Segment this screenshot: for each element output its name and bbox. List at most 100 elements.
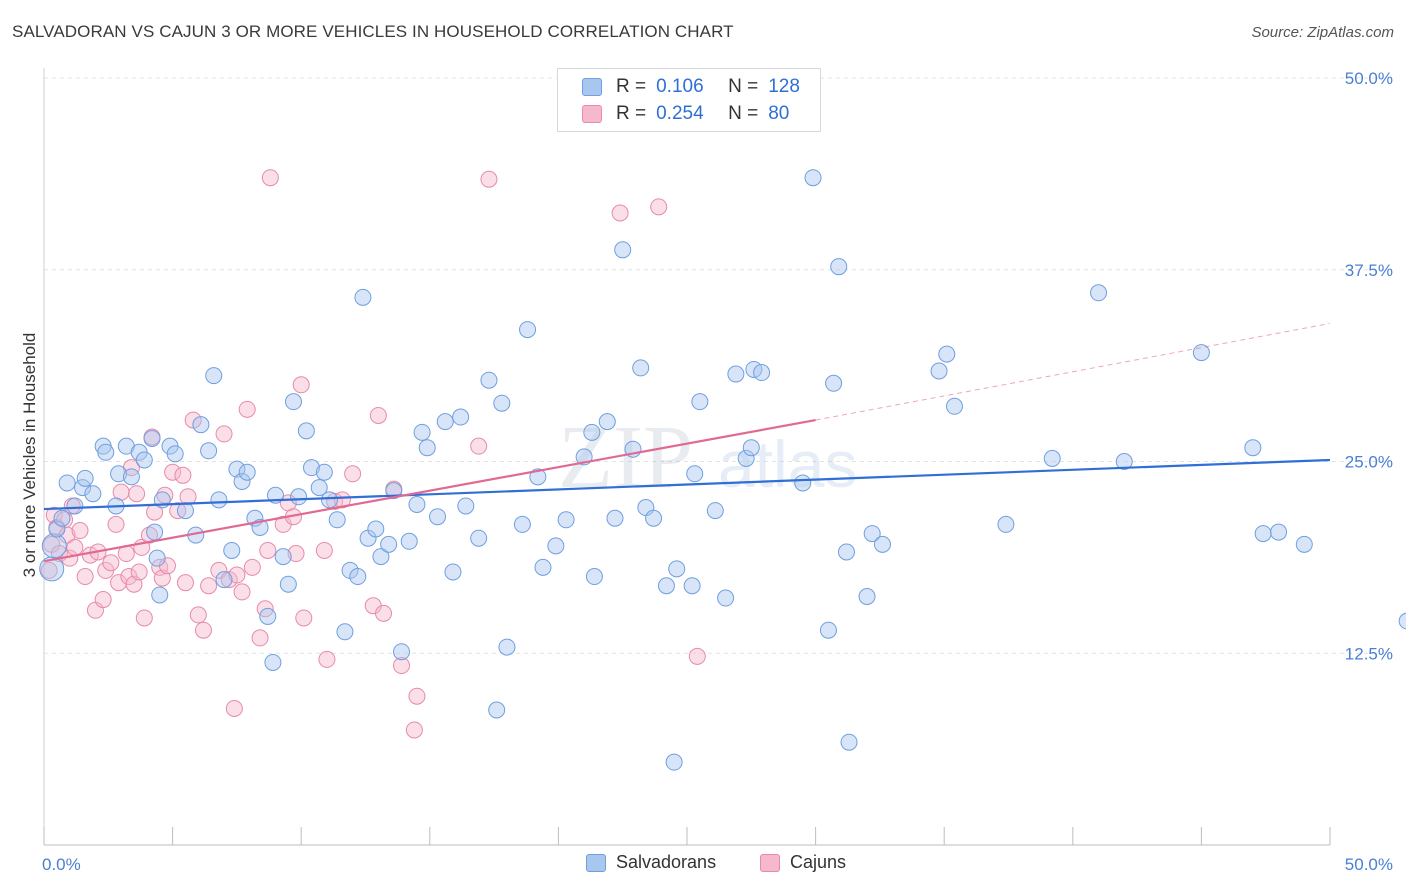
salvadoran-point — [328, 511, 346, 529]
watermark-atlas: atlas — [718, 427, 857, 501]
legend-row-cajuns: R = 0.254 N = 80 — [582, 102, 789, 126]
salvadoran-point — [457, 497, 475, 515]
salvadoran-point — [668, 560, 686, 578]
salvadoran-point — [76, 469, 94, 487]
salvadorans-trend-line — [43, 458, 1331, 511]
cajun-point — [176, 574, 194, 592]
salvadoran-point — [110, 465, 128, 483]
grid-lines — [44, 77, 1392, 654]
cajun-point — [225, 699, 243, 717]
salvadoran-point — [1043, 449, 1061, 467]
cajun-point — [215, 425, 233, 443]
legend-swatch-cajuns — [760, 853, 780, 872]
legend-r-value: 0.254 — [656, 103, 704, 124]
cajun-point — [480, 170, 498, 188]
cajun-point — [71, 522, 89, 540]
cajun-point — [315, 541, 333, 559]
salvadoran-point — [645, 509, 663, 527]
cajun-point — [76, 568, 94, 586]
salvadoran-point — [498, 638, 516, 656]
salvadoran-point — [614, 241, 632, 259]
cajun-point — [238, 400, 256, 418]
cajun-point — [228, 566, 246, 584]
salvadoran-point — [480, 371, 498, 389]
salvadoran-point — [452, 408, 470, 426]
salvadoran-point — [151, 586, 169, 604]
salvadoran-point — [742, 439, 760, 457]
salvadoran-point — [598, 413, 616, 431]
tick-labels: 12.5% 25.0% 37.5% 50.0% 0.0% 50.0% — [42, 69, 1393, 874]
salvadoran-point — [367, 520, 385, 538]
chart-title: SALVADORAN VS CAJUN 3 OR MORE VEHICLES I… — [12, 22, 734, 41]
legend-r-label: R = — [616, 103, 647, 124]
x-tick-label: 0.0% — [42, 855, 81, 874]
salvadoran-point — [1398, 612, 1406, 630]
salvadoran-point — [259, 607, 277, 625]
salvadoran-point — [470, 529, 488, 547]
legend-swatch-salvadorans — [586, 853, 606, 872]
cajun-point — [189, 606, 207, 624]
cajun-point — [393, 657, 411, 675]
salvadoran-point — [400, 532, 418, 550]
salvadoran-point — [39, 556, 65, 582]
salvadoran-point — [48, 520, 66, 538]
cajuns-trend-extension — [815, 322, 1331, 421]
axes — [43, 68, 1331, 846]
cajun-point — [688, 647, 706, 665]
salvadoran-point — [1270, 523, 1288, 541]
salvadoran-point — [413, 423, 431, 441]
salvadoran-point — [727, 365, 745, 383]
salvadoran-point — [176, 502, 194, 520]
salvadoran-point — [444, 563, 462, 581]
cajun-point — [164, 463, 182, 481]
cajun-point — [135, 609, 153, 627]
salvadoran-point — [657, 577, 675, 595]
cajun-point — [650, 198, 668, 216]
cajun-point — [179, 488, 197, 506]
salvadoran-point — [737, 449, 755, 467]
cajun-point — [251, 629, 269, 647]
legend-label-cajuns: Cajuns — [790, 852, 847, 872]
salvadoran-point — [315, 463, 333, 481]
salvadoran-point — [529, 468, 547, 486]
cajun-point — [233, 583, 251, 601]
salvadoran-point — [519, 321, 537, 339]
salvadoran-point — [945, 397, 963, 415]
salvadoran-point — [513, 515, 531, 533]
salvadoran-point — [997, 515, 1015, 533]
cajun-point — [405, 721, 423, 739]
salvadoran-point — [200, 442, 218, 460]
watermark-zip: ZIP — [558, 408, 693, 507]
cajun-point — [408, 687, 426, 705]
chart-source: Source: ZipAtlas.com — [1251, 24, 1394, 41]
salvadoran-point — [408, 495, 426, 513]
salvadoran-point — [279, 575, 297, 593]
salvadoran-point — [534, 558, 552, 576]
cajun-point — [156, 486, 174, 504]
salvadoran-point — [215, 571, 233, 589]
salvadoran-point — [1090, 284, 1108, 302]
salvadoran-point — [310, 479, 328, 497]
salvadoran-point — [429, 508, 447, 526]
salvadoran-point — [264, 653, 282, 671]
y-tick-label: 25.0% — [1345, 453, 1393, 472]
cajun-point — [130, 563, 148, 581]
salvadoran-point — [583, 423, 601, 441]
salvadoran-point — [393, 643, 411, 661]
salvadoran-point — [632, 359, 650, 377]
cajun-point — [102, 554, 120, 572]
salvadoran-point — [873, 535, 891, 553]
legend-swatch-cajuns — [582, 105, 602, 123]
legend-label-salvadorans: Salvadorans — [616, 852, 717, 872]
salvadoran-point — [290, 488, 308, 506]
legend-n-label: N = — [728, 76, 759, 97]
cajun-point — [369, 406, 387, 424]
salvadoran-point — [585, 568, 603, 586]
salvadoran-point — [233, 472, 251, 490]
salvadoran-point — [488, 701, 506, 719]
salvadoran-point — [274, 548, 292, 566]
salvadoran-point — [58, 474, 76, 492]
salvadoran-point — [135, 451, 153, 469]
salvadoran-point — [837, 543, 855, 561]
